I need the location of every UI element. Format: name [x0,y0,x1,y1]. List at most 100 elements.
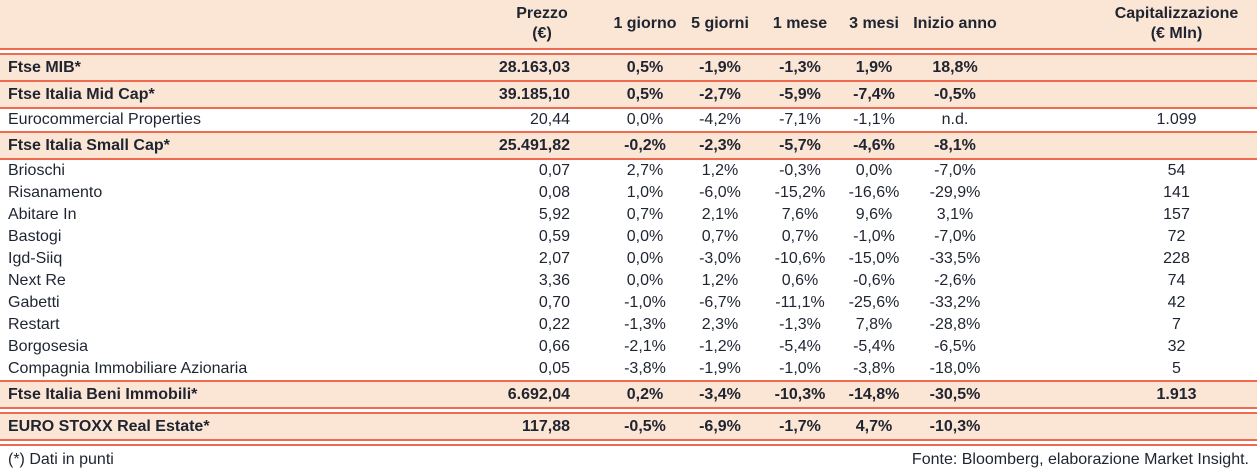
5-giorni-cell: -2,3% [699,136,741,154]
capitalizzazione-cell: 32 [1167,338,1186,355]
row-name-cell: Ftse Italia Beni Immobili* [8,385,198,403]
header-cell-capitalizzazione-label: Capitalizzazione [1114,5,1239,22]
prezzo-cell: 6.692,04 [507,385,570,403]
5-giorni-cell: -1,2% [699,338,741,355]
prezzo-cell: 0,70 [538,294,570,311]
1-giorno-cell: -1,3% [624,316,666,333]
1-mese-cell: -1,3% [779,316,821,333]
3-mesi-cell: -4,6% [853,136,895,154]
1-mese-cell: -5,7% [779,136,821,154]
inizio-anno-cell: -8,1% [934,136,976,154]
1-mese-cell: -7,1% [779,111,821,128]
divider-rule [0,131,1257,133]
row-name-cell: Bastogi [8,228,62,245]
row-name-cell: Abitare In [8,206,77,223]
divider-rule [0,439,1257,441]
row-name-cell: Next Re [8,272,66,289]
divider-gap [0,50,1257,53]
1-mese-cell: -15,2% [774,184,826,201]
inizio-anno-cell: n.d. [941,111,969,128]
header-cell-1-giorno: 1 giorno [613,15,677,32]
1-mese-cell: -1,7% [779,417,821,435]
1-mese-cell: -10,6% [774,250,826,267]
1-giorno-cell: 0,5% [626,85,664,103]
divider-rule [0,444,1257,446]
row-name-cell: Restart [8,316,60,333]
1-mese-cell: -5,9% [779,85,821,103]
1-giorno-cell: -0,5% [624,417,666,435]
prezzo-cell: 28.163,03 [498,58,570,76]
1-giorno-cell: 0,0% [626,228,664,245]
table-row: Ftse Italia Mid Cap* 39.185,10 0,5% -2,7% -5… [0,82,1257,107]
divider-rule [0,158,1257,160]
3-mesi-cell: -1,0% [853,228,895,245]
3-mesi-cell: -7,4% [853,85,895,103]
1-mese-cell: -1,3% [779,58,821,76]
capitalizzazione-cell: 74 [1167,272,1186,289]
row-name-cell: Ftse MIB* [8,58,81,76]
1-giorno-cell: -3,8% [624,360,666,377]
inizio-anno-cell: -18,0% [929,360,981,377]
footnote: (*) Dati in punti [8,451,114,468]
prezzo-cell: 0,22 [538,316,570,333]
1-mese-cell: 0,7% [781,228,819,245]
1-giorno-cell: 0,5% [626,58,664,76]
1-mese-cell: -5,4% [779,338,821,355]
divider-gap [0,409,1257,412]
header-cell-3-mesi: 3 mesi [849,15,899,32]
inizio-anno-cell: -2,6% [934,272,976,289]
5-giorni-cell: 2,3% [701,316,739,333]
1-mese-cell: -1,0% [779,360,821,377]
5-giorni-cell: -6,9% [699,417,741,435]
5-giorni-cell: -3,0% [699,250,741,267]
inizio-anno-cell: -33,2% [929,294,981,311]
1-giorno-cell: 0,2% [626,385,664,403]
3-mesi-cell: 0,0% [855,162,893,179]
3-mesi-cell: 1,9% [855,58,893,76]
inizio-anno-cell: 18,8% [932,58,978,76]
3-mesi-cell: -3,8% [853,360,895,377]
5-giorni-cell: -2,7% [699,85,741,103]
source-note: Fonte: Bloomberg, elaborazione Market In… [911,451,1249,468]
row-name-cell: Ftse Italia Small Cap* [8,136,170,154]
row-name-cell: Eurocommercial Properties [8,111,201,128]
inizio-anno-cell: -30,5% [929,385,981,403]
capitalizzazione-cell: 1.913 [1156,385,1197,403]
3-mesi-cell: 7,8% [855,316,893,333]
row-name-cell: Compagnia Immobiliare Azionaria [8,360,248,377]
1-giorno-cell: 0,0% [626,111,664,128]
row-name-cell: Ftse Italia Mid Cap* [8,85,155,103]
1-mese-cell: 0,6% [781,272,819,289]
table-row: Compagnia Immobiliare Azionaria 0,05 -3,8%… [0,358,1257,380]
1-mese-cell: -0,3% [779,162,821,179]
capitalizzazione-cell: 157 [1163,206,1190,223]
table-row: EURO STOXX Real Estate* 117,88 -0,5% -6,9% -… [0,414,1257,439]
inizio-anno-cell: -7,0% [934,162,976,179]
header-cell-prezzo-unit: (€) [532,25,552,42]
3-mesi-cell: -0,6% [853,272,895,289]
row-name-cell: Borgosesia [8,338,89,355]
inizio-anno-cell: -6,5% [934,338,976,355]
header-cell-capitalizzazione: Capitalizzazione (€ Mln) [1006,4,1257,44]
header-cell-1-mese: 1 mese [772,15,828,32]
row-name-cell: Brioschi [8,162,65,179]
1-giorno-cell: -0,2% [624,136,666,154]
capitalizzazione-cell: 42 [1167,294,1186,311]
divider-rule [0,48,1257,50]
capitalizzazione-cell: 7 [1172,316,1181,333]
prezzo-cell: 0,07 [538,162,570,179]
capitalizzazione-cell: 141 [1163,184,1190,201]
table-row: Igd-Siiq 2,07 0,0% -3,0% -10,6% -15,0% -33,5% 2… [0,248,1257,270]
5-giorni-cell: 2,1% [701,206,739,223]
table-row: Borgosesia 0,66 -2,1% -1,2% -5,4% -5,4% -6,5% 3… [0,336,1257,358]
divider-rule [0,407,1257,409]
table-row: Eurocommercial Properties 20,44 0,0% -4,2% -… [0,109,1257,131]
header-cell-inizio-anno: Inizio anno [913,15,997,32]
inizio-anno-cell: -0,5% [934,85,976,103]
header-cell-5-giorni: 5 giorni [691,15,749,32]
1-mese-cell: -11,1% [775,294,825,311]
table-row: Bastogi 0,59 0,0% 0,7% 0,7% -1,0% -7,0% 72 [0,226,1257,248]
prezzo-cell: 0,66 [538,338,570,355]
table-row: Ftse Italia Beni Immobili* 6.692,04 0,2% -3… [0,382,1257,407]
